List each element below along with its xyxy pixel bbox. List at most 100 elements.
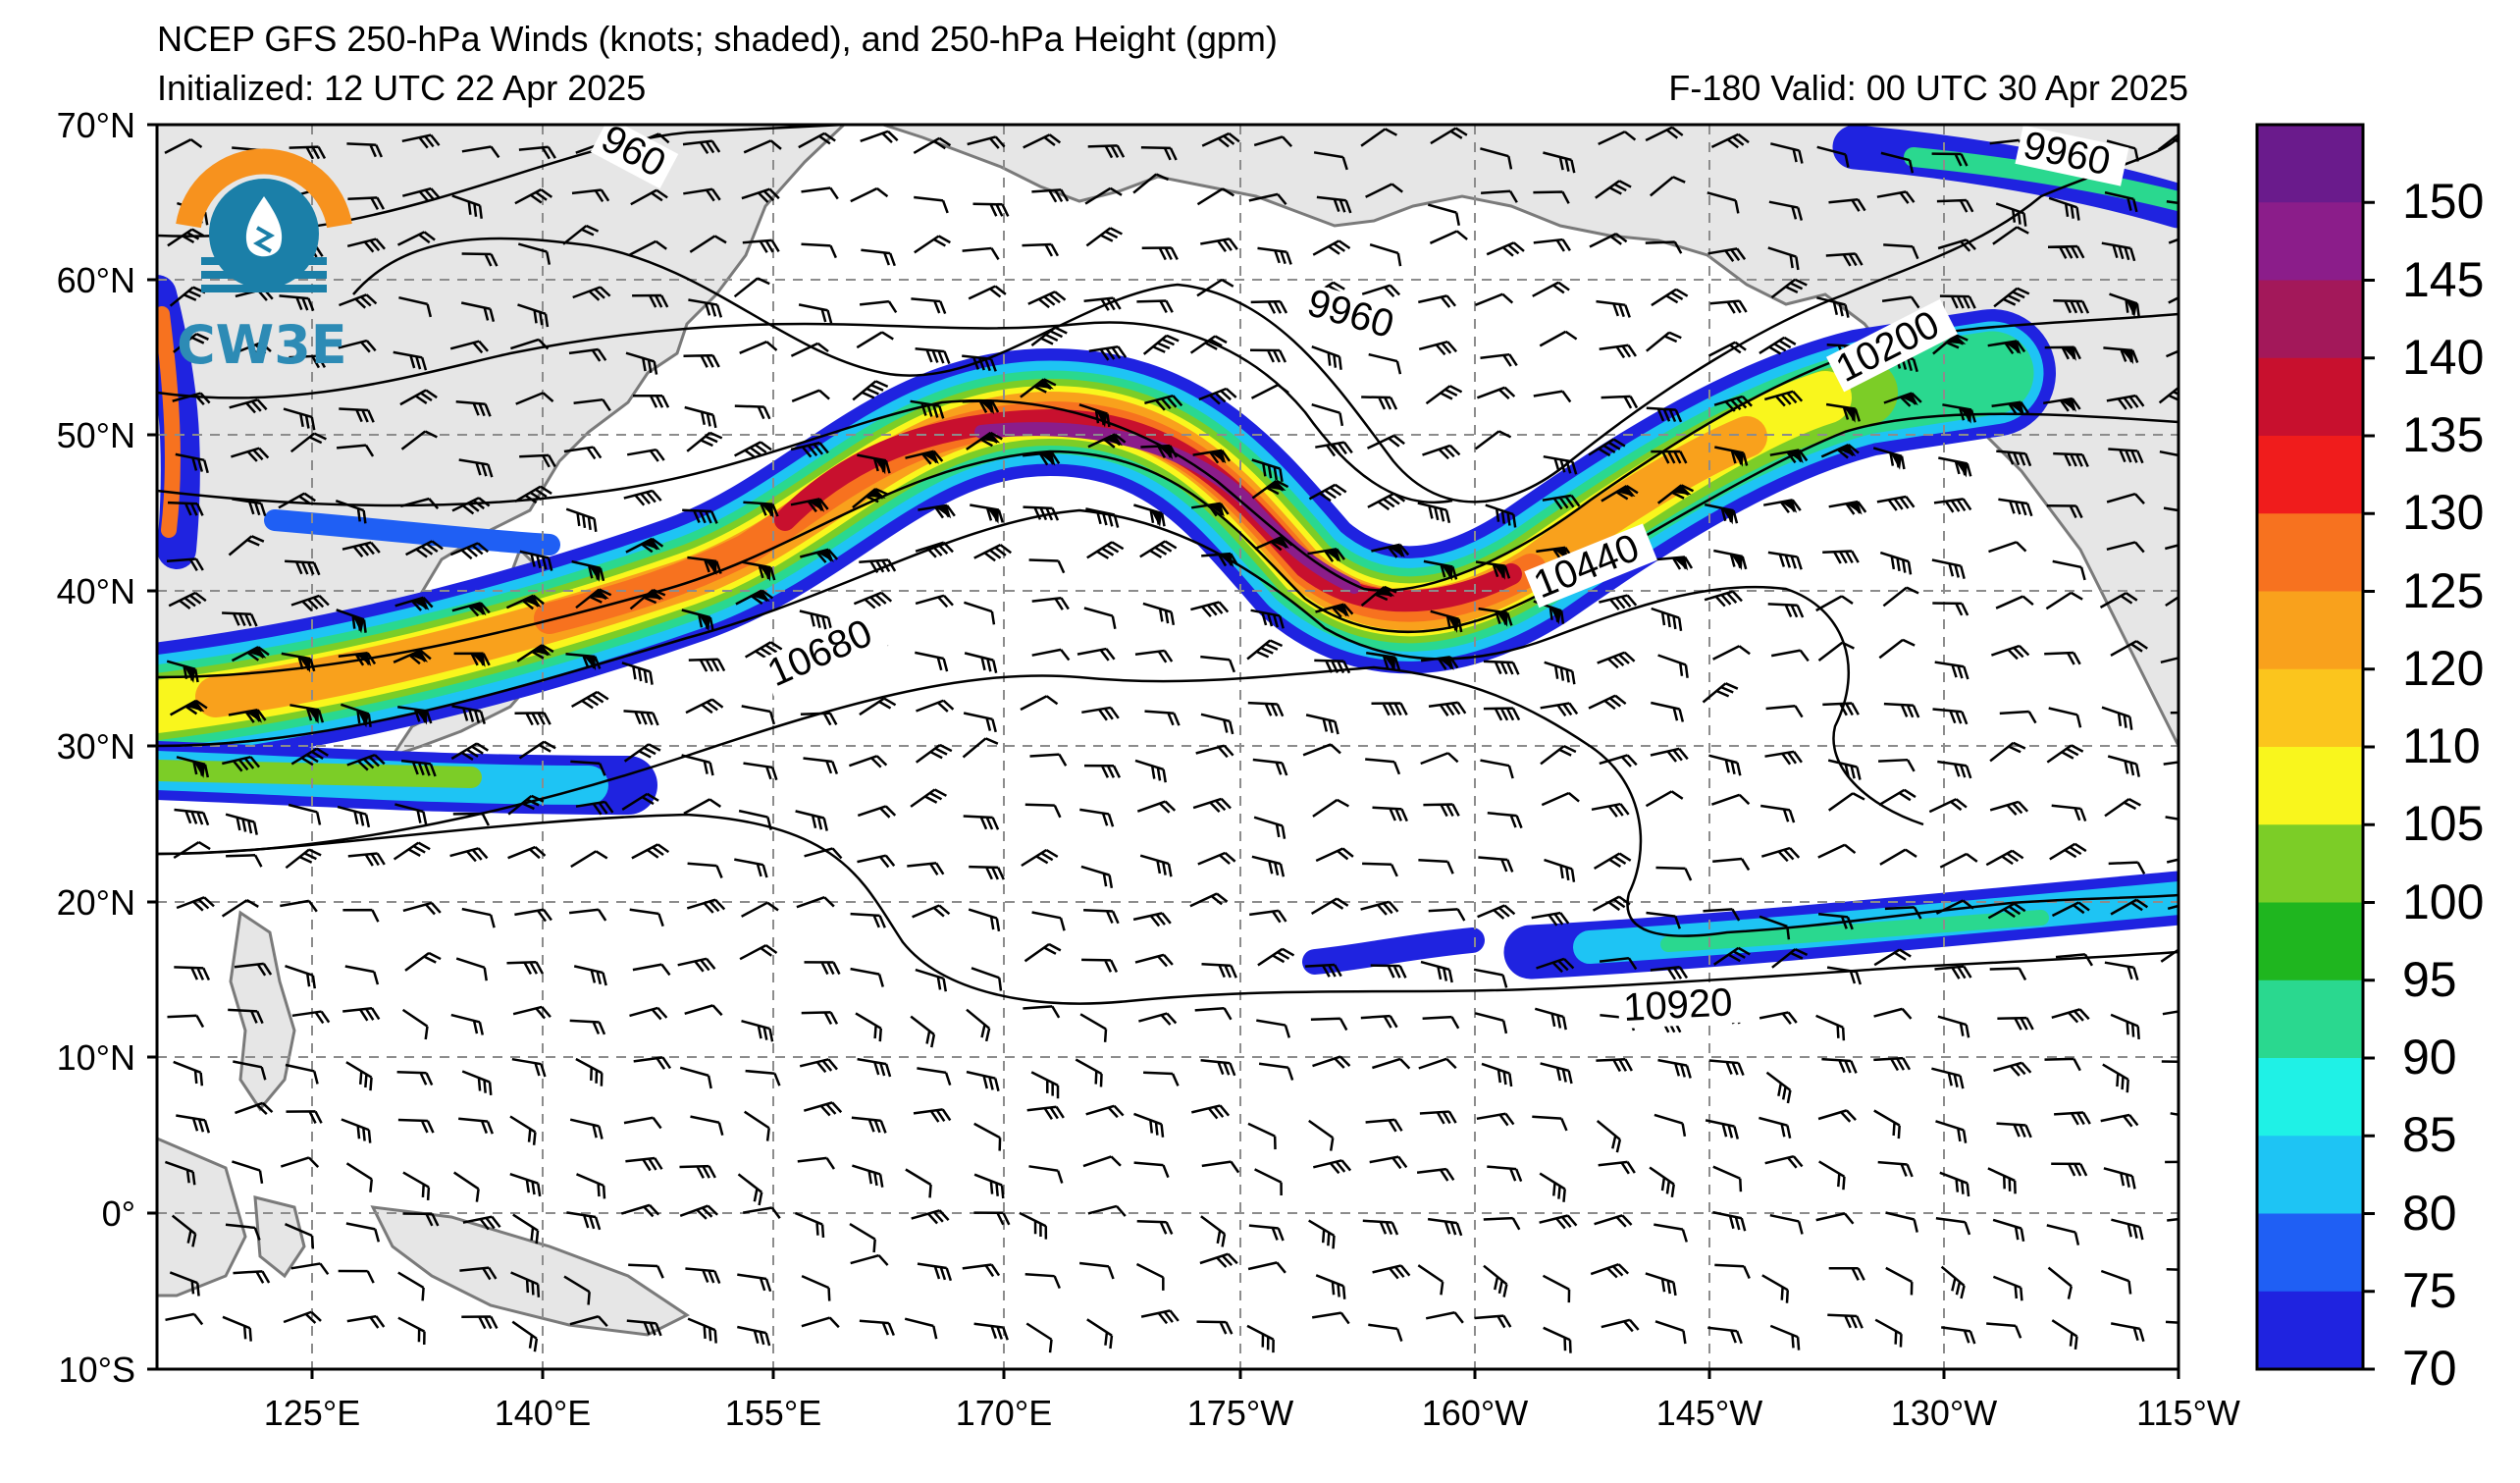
wind-barb [2046,1224,2080,1245]
land-new-guinea [370,1205,690,1337]
wind-barb [804,961,841,976]
wind-barb [2052,559,2086,581]
wind-barb [682,508,718,524]
colorbar-segment [2257,280,2363,359]
wind-barb [1487,812,1523,829]
wind-barb [857,453,891,475]
wind-barb [453,652,491,667]
wind-barb [2099,592,2138,609]
wind-barb [1826,966,1863,985]
wind-barb [518,740,556,760]
wind-barb [394,596,434,611]
wind-barb [221,899,259,918]
wind-barb [169,286,206,307]
wind-barb [1712,1210,1747,1232]
wind-barb [1649,1166,1676,1198]
wind-barb [399,497,440,510]
wind-barb [2106,139,2139,162]
wind-barb [963,712,997,733]
wind-barb [1369,243,1402,267]
wind-barb [850,967,884,987]
wind-barb [1480,759,1514,779]
wind-barb [2048,196,2080,221]
wind-barb [687,1317,717,1344]
wind-barb [341,541,381,558]
wind-barb [743,501,779,518]
wind-barb [1030,326,1068,346]
wind-barb [347,196,386,210]
wind-barb [1087,144,1126,159]
wind-barb [1822,550,1860,564]
wind-barb [1078,403,1111,428]
wind-barb [2108,448,2144,464]
wind-barb [851,1116,887,1134]
wind-barb [175,452,209,474]
wind-barb [632,293,669,308]
wind-barb [397,1118,435,1134]
wind-barb [167,1014,205,1029]
wind-barb [1939,294,1976,309]
wind-barb [1312,239,1351,256]
wind-barb [1820,443,1860,459]
wind-barb [1877,1160,1914,1178]
wind-barb [684,405,717,429]
wind-barb [1201,1160,1240,1174]
wind-barb [859,558,897,573]
wind-barb [744,1110,770,1141]
wind-barb [1476,386,1516,400]
wind-barb [966,431,1003,450]
wind-barb [2049,842,2087,861]
wind-barb [290,747,329,767]
wind-barb [1031,188,1070,203]
wind-barb [168,591,207,610]
wind-barb [968,908,1001,932]
wind-barb [1201,552,1239,567]
wind-barb [1883,702,1920,718]
wind-barb [621,662,654,685]
wind-barb [688,298,723,318]
wind-barb [566,1211,602,1231]
wind-barb [682,139,721,154]
wind-barb [458,458,494,478]
wind-barb [1087,433,1127,449]
wind-barb [341,1118,372,1143]
wind-barb [516,644,554,662]
wind-barb [1883,243,1919,260]
colorbar-segment [2257,668,2363,748]
wind-barb [1248,192,1287,206]
wind-barb [1817,843,1857,859]
wind-barb [346,238,386,253]
wind-barb [631,843,670,860]
wind-barb [850,186,889,203]
wind-barb [571,188,610,203]
wind-barb [1533,390,1572,403]
wind-barb [1200,713,1234,735]
wind-barb [2160,654,2179,668]
wind-barb [798,303,833,324]
wind-barb [1882,586,1919,608]
wind-barb [1767,246,1800,271]
wind-barb [2103,1167,2136,1190]
wind-barb [399,389,438,406]
wind-barb [280,1156,320,1168]
wind-barb [569,1118,604,1139]
wind-barb [2165,1320,2179,1337]
wind-barb [1873,1109,1901,1139]
wind-barb [222,756,261,772]
wind-barb [1816,296,1850,318]
wind-barb [235,1101,274,1116]
wind-barb [690,1115,724,1137]
colorbar-tick-label: 145 [2402,251,2485,307]
wind-barb [342,1006,381,1022]
wind-barb [575,1057,604,1086]
wind-barb [401,133,441,149]
wind-barb [233,341,272,357]
wind-barb [285,848,322,870]
wind-barb [1646,911,1681,929]
wind-barb [1196,278,1234,297]
wind-barb [1247,1261,1286,1274]
wind-barb [1939,1171,1970,1197]
wind-barb [853,591,893,609]
wind-barb [1247,1122,1277,1150]
wind-barb [1082,1155,1122,1168]
